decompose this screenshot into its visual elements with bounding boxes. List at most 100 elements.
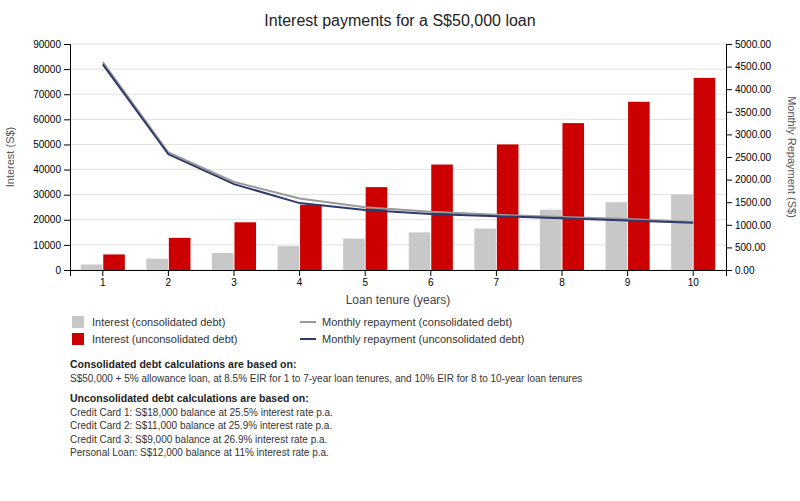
tick: 80000 <box>33 64 70 75</box>
tick-mark <box>299 270 300 276</box>
bar <box>300 205 322 270</box>
tick: 20000 <box>33 214 70 225</box>
tick-label: 4 <box>297 277 303 288</box>
tick-mark <box>64 144 70 145</box>
tick: 2500.00 <box>726 152 772 163</box>
tick-label: 70000 <box>33 89 61 100</box>
legend-swatch <box>300 321 316 323</box>
tick: 60000 <box>33 114 70 125</box>
tick: 2000.00 <box>726 174 772 185</box>
tick-mark <box>726 134 732 135</box>
tick-mark <box>64 94 70 95</box>
tick: 6 <box>428 270 434 288</box>
tick-label: 3 <box>231 277 237 288</box>
footnotes: Consolidated debt calculations are based… <box>70 358 582 458</box>
tick: 500.00 <box>726 242 766 253</box>
tick-mark <box>64 119 70 120</box>
tick-mark <box>234 270 235 276</box>
grid-line <box>70 44 726 45</box>
tick-label: 5000.00 <box>735 39 772 50</box>
tick-mark <box>365 270 366 276</box>
axis-line <box>71 271 727 277</box>
tick-label: 1000.00 <box>735 220 772 231</box>
bar <box>628 102 650 270</box>
legend-swatch <box>72 333 84 345</box>
tick: 50000 <box>33 139 70 150</box>
tick-label: 4000.00 <box>735 84 772 95</box>
tick-label: 8 <box>559 277 565 288</box>
tick-mark <box>726 247 732 248</box>
tick-mark <box>64 220 70 221</box>
tick: 30000 <box>33 189 70 200</box>
tick-label: 50000 <box>33 139 61 150</box>
tick: 5000.00 <box>726 39 772 50</box>
tick: 4 <box>297 270 303 288</box>
footnote-heading: Unconsolidated debt calculations are bas… <box>70 392 309 404</box>
tick: 10 <box>688 270 700 288</box>
legend-swatch <box>300 338 316 340</box>
tick: 3500.00 <box>726 107 772 118</box>
grid-line <box>70 194 726 195</box>
tick-label: 0 <box>55 265 61 276</box>
bar <box>343 239 365 270</box>
legend-label: Interest (consolidated debt) <box>92 316 225 328</box>
tick-label: 20000 <box>33 214 61 225</box>
tick-mark <box>726 225 732 226</box>
tick-mark <box>496 270 497 276</box>
tick: 1 <box>100 270 106 288</box>
tick-label: 10000 <box>33 240 61 251</box>
legend-label: Interest (unconsolidated debt) <box>92 333 238 345</box>
y2-axis-title: Monthly Repayment (S$) <box>786 96 798 218</box>
tick-mark <box>64 245 70 246</box>
bar <box>431 165 453 270</box>
marks <box>81 62 716 270</box>
bar <box>474 229 496 270</box>
bar <box>146 259 168 270</box>
tick: 5 <box>362 270 368 288</box>
tick-label: 2000.00 <box>735 174 772 185</box>
bar <box>562 123 584 270</box>
legend-item: Monthly repayment (consolidated debt) <box>300 316 512 328</box>
tick: 8 <box>559 270 565 288</box>
title: Interest payments for a S$50,000 loan <box>264 12 535 29</box>
x-axis-title: Loan tenure (years) <box>346 293 451 307</box>
bar <box>212 253 234 270</box>
tick-mark <box>726 44 732 45</box>
tick: 4500.00 <box>726 61 772 72</box>
footnote: Credit Card 1: S$18,000 balance at 25.5%… <box>70 407 333 418</box>
tick-mark <box>726 157 732 158</box>
footnote: S$50,000 + 5% allowance loan, at 8.5% EI… <box>70 373 582 384</box>
tick-mark <box>726 89 732 90</box>
tick-mark <box>64 270 70 271</box>
bar <box>694 78 716 270</box>
tick-mark <box>64 170 70 171</box>
legend-item: Interest (unconsolidated debt) <box>72 333 238 345</box>
legend-label: Monthly repayment (consolidated debt) <box>322 316 512 328</box>
footnote: Credit Card 3: S$9,000 balance at 26.9% … <box>70 434 327 445</box>
y-axis: 0100002000030000400005000060000700008000… <box>33 39 70 276</box>
footnote-heading: Consolidated debt calculations are based… <box>70 358 296 370</box>
tick: 0.00 <box>726 265 755 276</box>
tick: 90000 <box>33 39 70 50</box>
tick-mark <box>168 270 169 276</box>
x-axis: 12345678910 <box>71 270 727 288</box>
tick-mark <box>726 270 732 271</box>
chart: Interest payments for a S$50,000 loan123… <box>0 0 800 501</box>
tick: 70000 <box>33 89 70 100</box>
tick-label: 3500.00 <box>735 107 772 118</box>
tick: 1000.00 <box>726 220 772 231</box>
grid <box>70 44 726 270</box>
tick-label: 2500.00 <box>735 152 772 163</box>
tick: 1500.00 <box>726 197 772 208</box>
bar <box>169 238 191 270</box>
bar <box>234 222 256 270</box>
tick: 3000.00 <box>726 129 772 140</box>
tick-label: 5 <box>362 277 368 288</box>
legend-swatch <box>72 316 84 328</box>
bar <box>81 264 103 270</box>
tick-label: 80000 <box>33 64 61 75</box>
grid-line <box>70 69 726 70</box>
axis-line <box>727 45 733 271</box>
tick: 0 <box>55 265 70 276</box>
tick-mark <box>627 270 628 276</box>
